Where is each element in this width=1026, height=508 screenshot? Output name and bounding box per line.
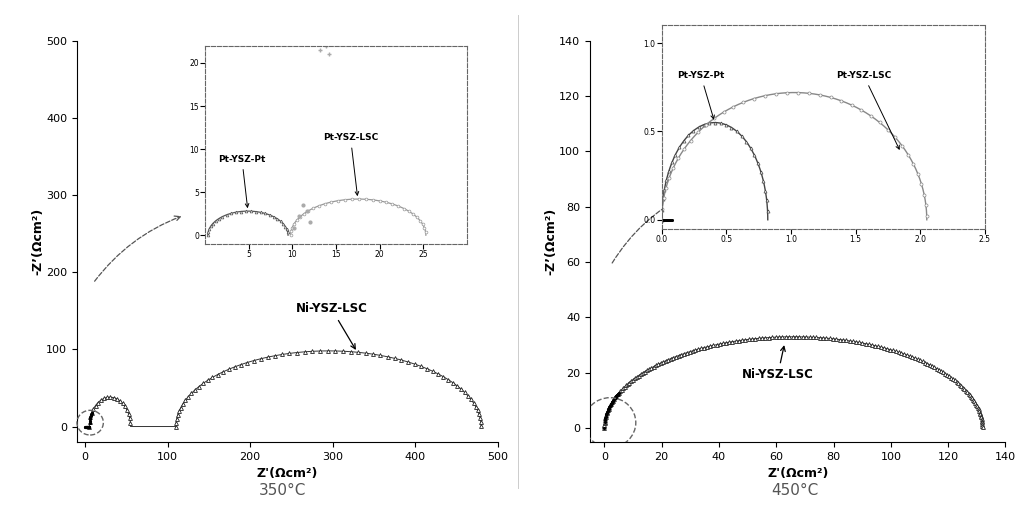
Text: Ni-YSZ-LSC: Ni-YSZ-LSC (742, 346, 814, 382)
Y-axis label: -Z’(Ωcm²): -Z’(Ωcm²) (545, 208, 558, 275)
Text: Pt-YSZ-LSC: Pt-YSZ-LSC (836, 72, 900, 149)
Text: Pt-YSZ-Pt: Pt-YSZ-Pt (219, 155, 266, 207)
X-axis label: Z'(Ωcm²): Z'(Ωcm²) (256, 467, 318, 480)
Text: Pt-YSZ-Pt: Pt-YSZ-Pt (677, 72, 724, 119)
Text: Pt-YSZ-LSC: Pt-YSZ-LSC (323, 134, 379, 195)
Text: 450°C: 450°C (772, 483, 819, 498)
Text: 350°C: 350°C (259, 483, 306, 498)
Y-axis label: -Z’(Ωcm²): -Z’(Ωcm²) (32, 208, 45, 275)
Text: Ni-YSZ-LSC: Ni-YSZ-LSC (295, 302, 367, 349)
X-axis label: Z'(Ωcm²): Z'(Ωcm²) (767, 467, 828, 480)
